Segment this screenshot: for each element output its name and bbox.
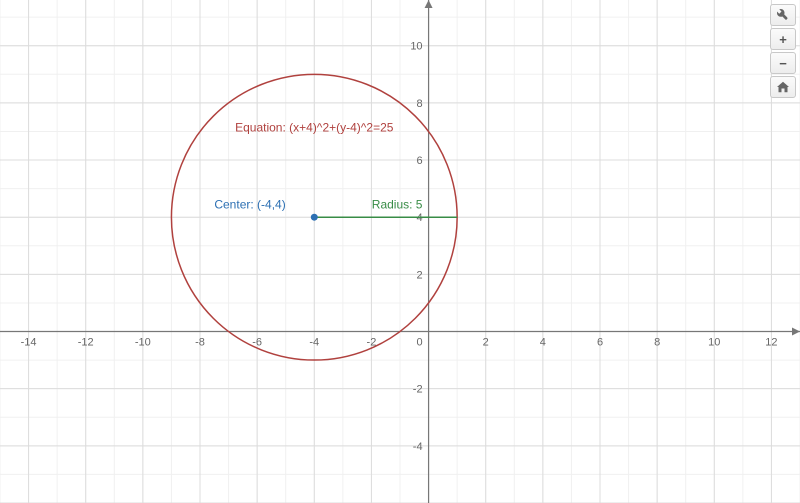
x-tick-label: -12 — [78, 337, 94, 349]
origin-label: 0 — [416, 337, 422, 349]
x-tick-label: 8 — [654, 337, 660, 349]
settings-button[interactable] — [770, 4, 796, 26]
x-tick-label: -10 — [135, 337, 151, 349]
y-tick-label: -2 — [413, 384, 423, 396]
wrench-icon — [777, 9, 789, 21]
home-button[interactable] — [770, 76, 796, 98]
zoom-out-button[interactable]: − — [770, 52, 796, 74]
graph-container: -14-12-10-8-6-4-224681012-4-22468100Equa… — [0, 0, 800, 503]
x-tick-label: 2 — [483, 337, 489, 349]
y-tick-label: 4 — [416, 212, 422, 224]
x-tick-label: 6 — [597, 337, 603, 349]
equation-label[interactable]: Equation: (x+4)^2+(y-4)^2=25 — [235, 120, 394, 134]
center-label[interactable]: Center: (-4,4) — [214, 198, 285, 212]
y-tick-label: 8 — [416, 98, 422, 110]
zoom-in-button[interactable]: + — [770, 28, 796, 50]
x-tick-label: 12 — [765, 337, 777, 349]
x-tick-label: -14 — [21, 337, 37, 349]
y-tick-label: 10 — [410, 41, 422, 53]
x-tick-label: -4 — [309, 337, 319, 349]
radius-label[interactable]: Radius: 5 — [372, 198, 423, 212]
x-tick-label: 4 — [540, 337, 546, 349]
y-tick-label: -4 — [413, 441, 423, 453]
y-tick-label: 6 — [416, 155, 422, 167]
center-point[interactable] — [311, 214, 318, 221]
graph-plot[interactable]: -14-12-10-8-6-4-224681012-4-22468100Equa… — [0, 0, 800, 503]
x-tick-label: 10 — [708, 337, 720, 349]
y-tick-label: 2 — [416, 269, 422, 281]
x-tick-label: -8 — [195, 337, 205, 349]
graph-toolbar: + − — [770, 4, 796, 98]
home-icon — [777, 81, 789, 93]
